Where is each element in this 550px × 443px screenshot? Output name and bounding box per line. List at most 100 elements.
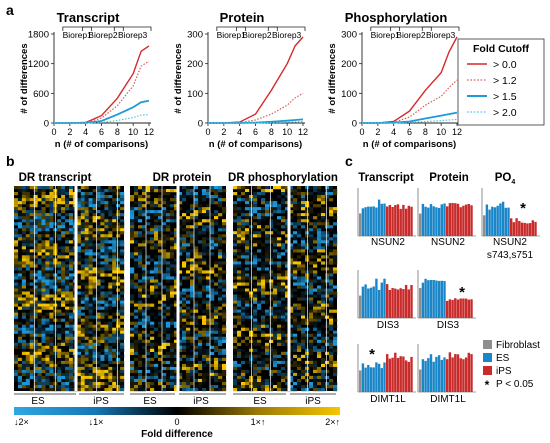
heatmap-cell — [88, 216, 93, 220]
heatmap-cell — [198, 303, 203, 307]
heatmap-cell — [333, 336, 338, 340]
heatmap-cell — [146, 201, 151, 205]
heatmap-cell — [253, 306, 258, 310]
heatmap-cell — [61, 246, 66, 250]
x-axis-label: n (# of comparisons) — [55, 139, 148, 150]
heatmap-cell — [222, 225, 227, 229]
heatmap-cell — [273, 228, 278, 232]
heatmap-cell — [76, 351, 81, 355]
group-legend: Fibroblast ES iPS * P < 0.05 — [483, 340, 540, 392]
heatmap-cell — [61, 222, 66, 226]
heatmap-cell — [33, 306, 38, 310]
x-tick-label: 12 — [452, 127, 462, 137]
heatmap-cell — [104, 388, 109, 392]
heatmap-cell — [76, 327, 81, 331]
heatmap-cell — [25, 204, 30, 208]
heatmap-cell — [206, 279, 211, 283]
heatmap-cell — [88, 309, 93, 313]
bar — [380, 203, 383, 237]
heatmap-cell — [162, 294, 167, 298]
heatmap-cell — [237, 372, 242, 377]
heatmap-cell — [41, 228, 46, 232]
heatmap-cell — [285, 186, 290, 190]
heatmap-cell — [317, 240, 322, 244]
heatmap-cell — [61, 303, 66, 307]
heatmap-cell — [245, 231, 250, 235]
heatmap-cell — [76, 231, 81, 235]
heatmap-cell — [273, 261, 278, 265]
heatmap-cell — [150, 385, 155, 389]
heatmap-cell — [29, 216, 34, 220]
heatmap-cell — [166, 270, 171, 274]
heatmap-cell — [61, 282, 66, 286]
heatmap-cell — [158, 261, 163, 265]
heatmap-cell — [202, 333, 207, 337]
heatmap-cell — [253, 282, 258, 286]
heatmap-cell — [210, 318, 215, 322]
heatmap-cell — [37, 243, 42, 247]
heatmap-cell — [261, 213, 266, 217]
heatmap-cell — [84, 315, 89, 319]
heatmap-cell — [166, 309, 171, 313]
heatmap-cell — [301, 315, 306, 319]
heatmap-cell — [146, 213, 151, 217]
heatmap-cell — [80, 231, 85, 235]
heatmap-cell — [210, 225, 215, 229]
heatmap-cell — [84, 372, 89, 377]
heatmap-cell — [33, 294, 38, 298]
heatmap-cell — [194, 345, 199, 349]
heatmap-cell — [281, 375, 286, 380]
heatmap-cell — [317, 279, 322, 283]
heatmap-cell — [202, 348, 207, 352]
heatmap-cell — [325, 198, 330, 202]
heatmap-cell — [158, 312, 163, 316]
heatmap-cell — [33, 369, 38, 374]
heatmap-cell — [222, 348, 227, 352]
heatmap-cell — [21, 225, 26, 229]
heatmap-cell — [233, 348, 238, 352]
heatmap-cell — [273, 369, 278, 374]
heatmap-cell — [92, 366, 97, 371]
heatmap-cell — [277, 195, 282, 199]
heatmap-cell — [61, 213, 66, 217]
heatmap-cell — [210, 186, 215, 190]
heatmap-cell — [108, 189, 113, 193]
heatmap-cell — [104, 231, 109, 235]
heatmap-cell — [329, 285, 334, 289]
bar — [496, 205, 499, 236]
heatmap-cell — [249, 219, 254, 223]
heatmap-cell — [190, 276, 195, 280]
heatmap-cell — [25, 369, 30, 374]
x-tick-label: 6 — [99, 127, 104, 137]
heatmap-cell — [182, 339, 187, 343]
heatmap-cell — [182, 213, 187, 217]
heatmap-cell — [150, 225, 155, 229]
heatmap-cell — [325, 369, 330, 374]
heatmap-cell — [17, 219, 22, 223]
heatmap-cell — [293, 264, 298, 268]
heatmap-cell — [321, 357, 326, 361]
heatmap-cell — [289, 255, 294, 259]
heatmap-cell — [154, 201, 159, 205]
heatmap-cell — [84, 186, 89, 190]
heatmap-cell — [289, 216, 294, 220]
heatmap-cell — [138, 219, 143, 223]
heatmap-cell — [237, 234, 242, 238]
heatmap-cell — [261, 294, 266, 298]
heatmap-cell — [285, 207, 290, 211]
heatmap-cell — [293, 321, 298, 325]
heatmap-cell — [329, 360, 334, 365]
heatmap-cell — [265, 378, 270, 383]
heatmap-cell — [21, 219, 26, 223]
heatmap-cell — [76, 348, 81, 352]
heatmap-cell — [25, 225, 30, 229]
series-line — [362, 111, 458, 124]
heatmap-cell — [182, 234, 187, 238]
heatmap-cell — [65, 300, 70, 304]
heatmap-cell — [329, 291, 334, 295]
heatmap-cell — [57, 336, 62, 340]
heatmap-cell — [158, 354, 163, 358]
heatmap-cell — [241, 198, 246, 202]
heatmap-cell — [245, 303, 250, 307]
